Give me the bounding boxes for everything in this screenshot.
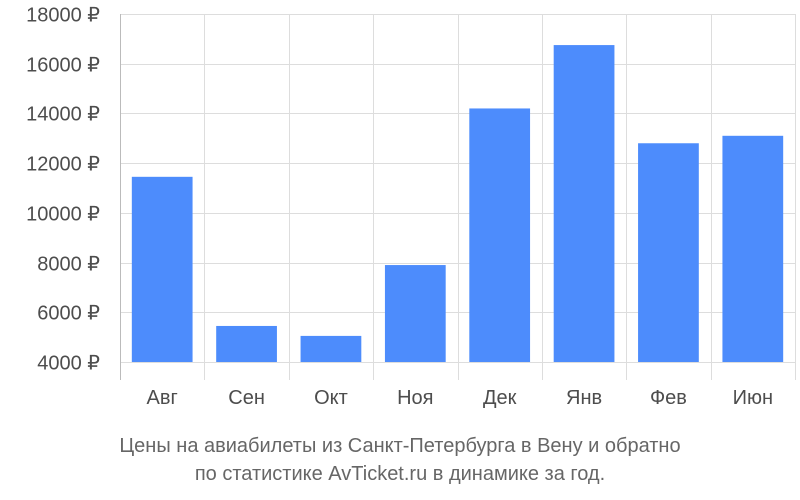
y-tick-label: 18000 ₽: [26, 5, 100, 27]
x-tick-label: Фев: [650, 387, 687, 409]
grid-lines: [120, 14, 796, 380]
y-tick-label: 6000 ₽: [37, 303, 100, 325]
y-tick-label: 10000 ₽: [26, 204, 100, 226]
chart-caption-line-1: Цены на авиабилеты из Санкт-Петербурга в…: [119, 435, 681, 457]
x-tick-label: Авг: [147, 387, 178, 409]
x-tick-label: Окт: [314, 387, 348, 409]
y-tick-label: 12000 ₽: [26, 154, 100, 176]
bars: [131, 45, 784, 362]
bar-Янв: [553, 45, 615, 362]
bar-Окт: [300, 335, 362, 362]
x-tick-label: Дек: [483, 387, 517, 409]
x-tick-label: Сен: [228, 387, 265, 409]
bar-Ноя: [384, 265, 446, 362]
x-tick-label: Янв: [566, 387, 602, 409]
x-tick-label: Ноя: [397, 387, 433, 409]
bar-Сен: [216, 325, 277, 362]
x-tick-labels: Авг Сен Окт Ноя Дек Янв Фев Июн: [147, 387, 773, 409]
chart-caption-line-2: по статистике AvTicket.ru в динамике за …: [194, 463, 606, 485]
y-tick-label: 8000 ₽: [37, 254, 100, 276]
y-tick-label: 16000 ₽: [26, 55, 100, 77]
y-tick-label: 4000 ₽: [37, 353, 100, 375]
y-tick-labels: 4000 ₽ 6000 ₽ 8000 ₽ 10000 ₽ 12000 ₽ 14000 ₽ 1…: [26, 5, 100, 375]
bar-Фев: [638, 143, 699, 362]
y-tick-label: 14000 ₽: [26, 104, 100, 126]
bar-Дек: [469, 108, 531, 362]
x-tick-label: Июн: [733, 387, 773, 409]
bar-Авг: [131, 176, 193, 362]
bar-Июн: [722, 135, 784, 362]
